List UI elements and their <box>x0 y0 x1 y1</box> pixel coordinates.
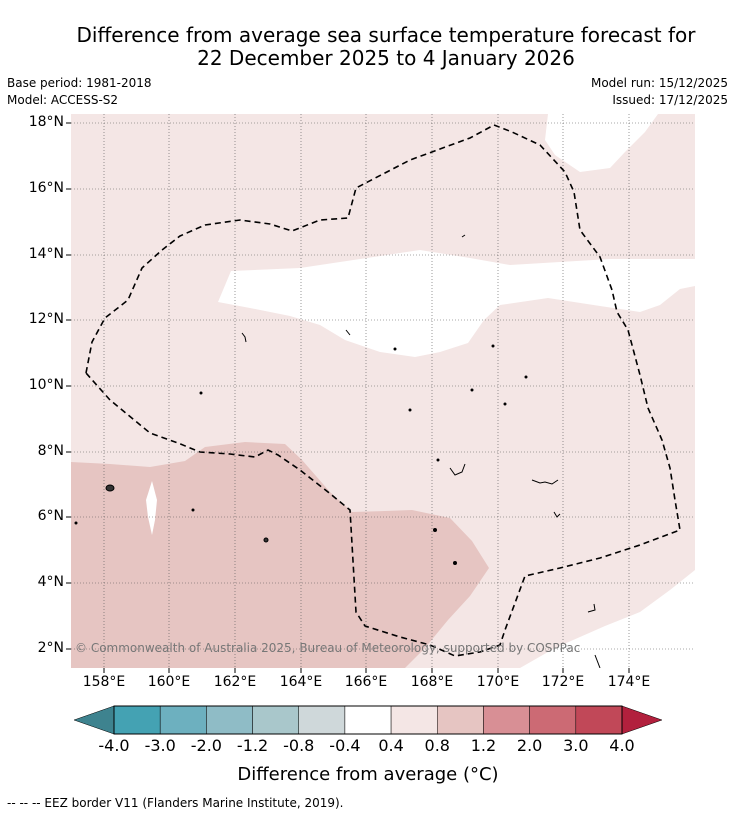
copyright-notice: © Commonwealth of Australia 2025, Bureau… <box>75 641 581 655</box>
colorbar-tick-label: 0.4 <box>378 736 404 755</box>
longitude-label: 160°E <box>147 674 191 690</box>
latitude-label: 6°N <box>37 508 64 524</box>
latitude-label: 12°N <box>28 311 64 327</box>
model-name: Model: ACCESS-S2 <box>7 93 119 107</box>
island <box>199 391 203 395</box>
island <box>531 479 559 485</box>
island <box>470 388 474 392</box>
island <box>524 375 528 379</box>
eez-border <box>85 124 681 657</box>
colorbar-under-arrow <box>73 705 115 735</box>
colorbar-tick-label: 3.0 <box>563 736 589 755</box>
latitude-label: 10°N <box>28 377 64 393</box>
longitude-label: 162°E <box>213 674 257 690</box>
island <box>491 344 495 348</box>
island <box>433 528 437 532</box>
title-line-2: 22 December 2025 to 4 January 2026 <box>197 46 575 70</box>
islands <box>74 234 601 668</box>
longitude-label: 164°E <box>279 674 323 690</box>
colorbar-segment <box>575 705 623 735</box>
colorbar-tick-label: -3.0 <box>144 736 176 755</box>
island <box>105 484 115 492</box>
island <box>263 537 269 543</box>
model-run: Model run: 15/12/2025 <box>590 76 728 90</box>
colorbar-segment <box>344 705 392 735</box>
longitude-label: 168°E <box>410 674 454 690</box>
issued-date: Issued: 17/12/2025 <box>612 93 728 107</box>
anomaly-fill-medium <box>71 442 489 668</box>
eez-footnote: -- -- -- EEZ border V11 (Flanders Marine… <box>7 796 344 810</box>
colorbar-segment <box>390 705 438 735</box>
island <box>594 654 601 668</box>
latitude-label: 18°N <box>28 114 64 130</box>
latitude-label: 2°N <box>37 640 64 656</box>
title-line-1: Difference from average sea surface temp… <box>76 23 696 47</box>
island <box>587 603 596 613</box>
latitude-label: 8°N <box>37 443 64 459</box>
colorbar-segment <box>159 705 207 735</box>
colorbar <box>73 705 663 735</box>
island <box>461 234 466 238</box>
island <box>453 561 457 565</box>
longitude-label: 174°E <box>607 674 651 690</box>
colorbar-tick-label: -4.0 <box>98 736 130 755</box>
colorbar-segment <box>529 705 577 735</box>
colorbar-segment <box>252 705 299 735</box>
island <box>408 408 412 412</box>
colorbar-tick-label: -0.4 <box>329 736 361 755</box>
colorbar-label: Difference from average (°C) <box>237 764 499 785</box>
island <box>553 511 561 518</box>
colorbar-tick-label: -1.2 <box>236 736 269 755</box>
longitude-label: 158°E <box>82 674 126 690</box>
island <box>449 463 466 476</box>
colorbar-segment <box>298 705 346 735</box>
island <box>191 508 195 512</box>
longitude-label: 170°E <box>476 674 520 690</box>
island <box>74 521 78 525</box>
colorbar-tick-label: 4.0 <box>609 736 635 755</box>
island <box>345 329 351 336</box>
colorbar-segment <box>437 705 484 735</box>
base-period: Base period: 1981-2018 <box>7 76 152 90</box>
latitude-label: 4°N <box>37 574 64 590</box>
latitude-label: 14°N <box>28 246 64 262</box>
longitude-label: 166°E <box>344 674 388 690</box>
light-patch-southeast <box>520 570 695 668</box>
gridlines <box>71 114 695 668</box>
neutral-band <box>218 250 695 357</box>
island <box>241 332 247 343</box>
colorbar-tick-label: -2.0 <box>190 736 222 755</box>
colorbar-segment <box>113 705 161 735</box>
colorbar-segment <box>206 705 253 735</box>
longitude-label: 172°E <box>541 674 585 690</box>
colorbar-over-arrow <box>621 705 663 735</box>
island <box>436 458 440 462</box>
neutral-patch-north <box>545 114 658 172</box>
colorbar-tick-label: 1.2 <box>470 736 497 755</box>
latitude-label: 16°N <box>28 180 64 196</box>
island <box>503 402 507 406</box>
colorbar-segments <box>113 705 623 735</box>
island <box>393 347 397 351</box>
colorbar-segment <box>483 705 530 735</box>
colorbar-tick-label: 0.8 <box>424 736 450 755</box>
axis-ticks <box>66 122 630 673</box>
colorbar-frame <box>113 705 623 735</box>
neutral-sliver <box>146 481 157 535</box>
map-area <box>71 114 695 668</box>
colorbar-tick-label: 2.0 <box>516 736 543 755</box>
colorbar-tick-label: -0.8 <box>283 736 315 755</box>
